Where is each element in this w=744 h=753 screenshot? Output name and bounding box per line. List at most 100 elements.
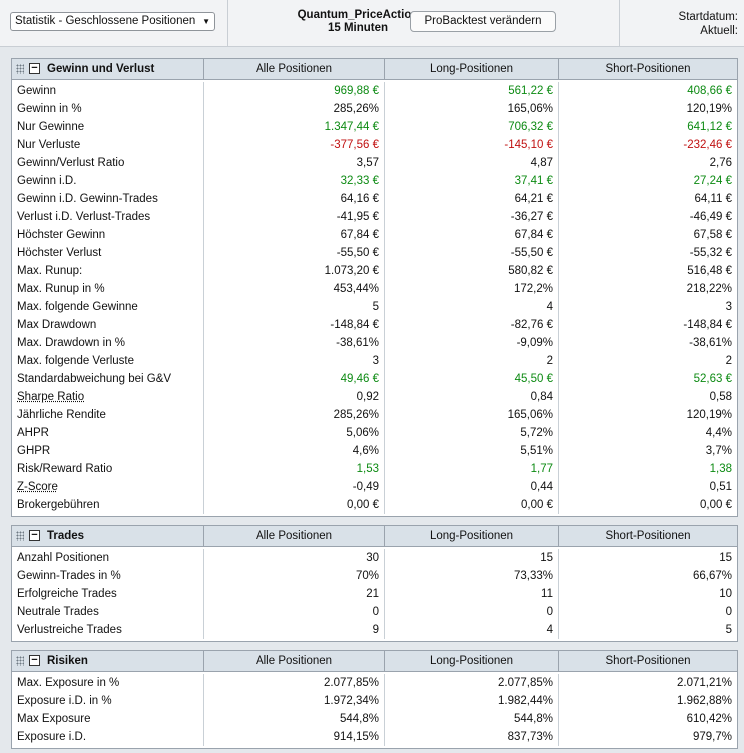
statistics-select[interactable]: Statistik - Geschlossene Positionen ▼ bbox=[10, 12, 215, 31]
column-header: Alle Positionen bbox=[203, 526, 384, 546]
start-date-label: Startdatum: bbox=[678, 11, 738, 23]
strategy-info: Quantum_PriceAction 15 Minuten bbox=[278, 9, 438, 35]
metric-label: Neutrale Trades bbox=[17, 606, 99, 618]
grip-icon[interactable] bbox=[16, 656, 24, 666]
metric-value: -377,56 € bbox=[203, 136, 384, 154]
toolbar-left: Statistik - Geschlossene Positionen ▼ bbox=[0, 0, 228, 47]
metric-value: 9 bbox=[203, 621, 384, 639]
metric-value: 408,66 € bbox=[558, 82, 737, 100]
table-row: Sharpe Ratio 0,92 0,84 0,58 bbox=[12, 388, 737, 406]
table-row: Max. Exposure in % 2.077,85% 2.077,85% 2.07… bbox=[12, 674, 737, 692]
metric-value: 4,6% bbox=[203, 442, 384, 460]
table-row: Max. Runup: 1.073,20 €580,82 €516,48 € bbox=[12, 262, 737, 280]
metric-value: 30 bbox=[203, 549, 384, 567]
metric-value: -55,50 € bbox=[203, 244, 384, 262]
strategy-name: Quantum_PriceAction bbox=[297, 9, 419, 21]
collapse-minus-icon[interactable]: − bbox=[29, 63, 40, 74]
table-row: Anzahl Positionen 30 15 15 bbox=[12, 549, 737, 567]
metric-label: Gewinn/Verlust Ratio bbox=[17, 157, 125, 169]
table-row: GHPR 4,6% 5,51% 3,7% bbox=[12, 442, 737, 460]
column-header: Short-Positionen bbox=[558, 59, 737, 79]
metric-label: Max. Runup in % bbox=[17, 283, 105, 295]
metric-value: 2,76 bbox=[558, 154, 737, 172]
metric-value: 0,51 bbox=[558, 478, 737, 496]
table-row: Gewinn i.D. 32,33 €37,41 €27,24 € bbox=[12, 172, 737, 190]
metric-value: 544,8% bbox=[203, 710, 384, 728]
metric-value: 285,26% bbox=[203, 100, 384, 118]
current-date-label: Aktuell: bbox=[700, 25, 738, 37]
table-row: Max. Runup in % 453,44% 172,2% 218,22% bbox=[12, 280, 737, 298]
metric-value: -0,49 bbox=[203, 478, 384, 496]
metric-value: 64,11 € bbox=[558, 190, 737, 208]
metric-value: 32,33 € bbox=[203, 172, 384, 190]
panel-rows: Max. Exposure in % 2.077,85% 2.077,85% 2.07… bbox=[12, 672, 737, 748]
metric-value: 172,2% bbox=[384, 280, 558, 298]
table-row: Gewinn in % 285,26% 165,06% 120,19% bbox=[12, 100, 737, 118]
metric-label: Anzahl Positionen bbox=[17, 552, 110, 564]
table-row: Erfolgreiche Trades 21 11 10 bbox=[12, 585, 737, 603]
panel-title: Risiken bbox=[47, 655, 88, 667]
metric-label: GHPR bbox=[17, 445, 51, 457]
table-row: Gewinn i.D. Gewinn-Trades 64,16 €64,21 €6… bbox=[12, 190, 737, 208]
column-header: Long-Positionen bbox=[384, 651, 558, 671]
column-header: Long-Positionen bbox=[384, 59, 558, 79]
metric-value: 516,48 € bbox=[558, 262, 737, 280]
metric-value: 10 bbox=[558, 585, 737, 603]
table-row: Standardabweichung bei G&V 49,46 €45,50 €… bbox=[12, 370, 737, 388]
metric-value: 1,77 bbox=[384, 460, 558, 478]
metric-label: Standardabweichung bei G&V bbox=[17, 373, 172, 385]
table-row: Gewinn-Trades in % 70% 73,33% 66,67% bbox=[12, 567, 737, 585]
metric-value: 641,12 € bbox=[558, 118, 737, 136]
panel-header: − Gewinn und Verlust Alle Positionen Long-P… bbox=[12, 59, 737, 80]
metric-value: 120,19% bbox=[558, 406, 737, 424]
metric-value: 0,58 bbox=[558, 388, 737, 406]
metric-label: Gewinn i.D. Gewinn-Trades bbox=[17, 193, 158, 205]
metric-value: 49,46 € bbox=[203, 370, 384, 388]
metric-value: 0 bbox=[558, 603, 737, 621]
metric-value: 15 bbox=[384, 549, 558, 567]
collapse-minus-icon[interactable]: − bbox=[29, 655, 40, 666]
panel-rows: Gewinn 969,88 €561,22 €408,66 € Gewinn in … bbox=[12, 80, 737, 516]
metric-value: -82,76 € bbox=[384, 316, 558, 334]
metric-label-link[interactable]: Sharpe Ratio bbox=[17, 391, 85, 403]
modify-probacktest-button[interactable]: ProBacktest verändern bbox=[410, 11, 556, 32]
table-row: Nur Verluste -377,56 € -145,10 € -232,46 € bbox=[12, 136, 737, 154]
panel-header: − Risiken Alle Positionen Long-Positionen Sh… bbox=[12, 651, 737, 672]
collapse-minus-icon[interactable]: − bbox=[29, 530, 40, 541]
table-row: Nur Gewinne 1.347,44 €706,32 €641,12 € bbox=[12, 118, 737, 136]
table-row: Neutrale Trades 0 0 0 bbox=[12, 603, 737, 621]
metric-value: -46,49 € bbox=[558, 208, 737, 226]
table-row: Gewinn 969,88 €561,22 €408,66 € bbox=[12, 82, 737, 100]
metric-value: -55,32 € bbox=[558, 244, 737, 262]
metric-value: 979,7% bbox=[558, 728, 737, 746]
column-header: Alle Positionen bbox=[203, 651, 384, 671]
metric-value: 2 bbox=[384, 352, 558, 370]
metric-value: 1.962,88% bbox=[558, 692, 737, 710]
metric-value: -55,50 € bbox=[384, 244, 558, 262]
column-header: Alle Positionen bbox=[203, 59, 384, 79]
table-row: Max Exposure 544,8% 544,8% 610,42% bbox=[12, 710, 737, 728]
panel-title: Trades bbox=[47, 530, 85, 542]
metric-label: Risk/Reward Ratio bbox=[17, 463, 113, 475]
metric-value: 2 bbox=[558, 352, 737, 370]
column-header: Long-Positionen bbox=[384, 526, 558, 546]
trades-panel: − Trades Alle Positionen Long-Positionen Sho… bbox=[11, 525, 738, 642]
metric-value: 837,73% bbox=[384, 728, 558, 746]
metric-value: 45,50 € bbox=[384, 370, 558, 388]
metric-label: Max Drawdown bbox=[17, 319, 97, 331]
metric-value: 67,84 € bbox=[203, 226, 384, 244]
metric-value: -232,46 € bbox=[558, 136, 737, 154]
metric-label-link[interactable]: Z-Score bbox=[17, 481, 58, 493]
metric-value: 3 bbox=[203, 352, 384, 370]
metric-value: 969,88 € bbox=[203, 82, 384, 100]
metric-label: Verlust i.D. Verlust-Trades bbox=[17, 211, 151, 223]
metric-value: 2.077,85% bbox=[384, 674, 558, 692]
metric-value: 70% bbox=[203, 567, 384, 585]
grip-icon[interactable] bbox=[16, 64, 24, 74]
metric-value: 1.073,20 € bbox=[203, 262, 384, 280]
metric-value: 2.077,85% bbox=[203, 674, 384, 692]
table-row: Verlustreiche Trades 9 4 5 bbox=[12, 621, 737, 639]
metric-value: 580,82 € bbox=[384, 262, 558, 280]
grip-icon[interactable] bbox=[16, 531, 24, 541]
table-row: Z-Score -0,49 0,44 0,51 bbox=[12, 478, 737, 496]
